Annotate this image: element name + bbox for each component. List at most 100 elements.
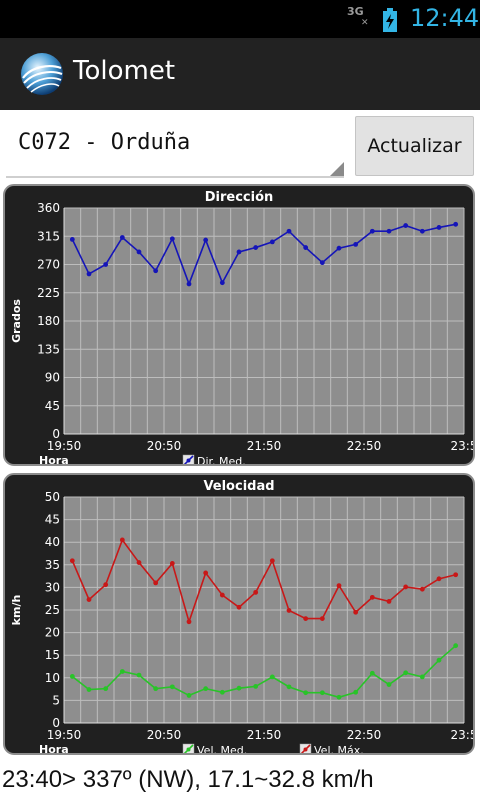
data-point bbox=[286, 684, 292, 690]
x-tick-label: 19:50 bbox=[47, 439, 82, 453]
data-point bbox=[236, 604, 242, 610]
speed-chart-panel: Velocidad 0 5 10 15 20 25 30 35 40 45 50 19:50 20:50 2… bbox=[3, 473, 475, 755]
data-point bbox=[386, 599, 392, 604]
data-point bbox=[169, 561, 175, 566]
series-line bbox=[71, 645, 457, 699]
no-signal-icon: ✕ bbox=[361, 18, 369, 28]
x-tick-label: 21:50 bbox=[247, 728, 282, 742]
y-tick-label: 5 bbox=[52, 693, 60, 707]
data-point bbox=[219, 592, 225, 598]
data-point bbox=[319, 616, 325, 621]
speed-chart: Velocidad 0 5 10 15 20 25 30 35 40 45 50 19:50 20:50 2… bbox=[10, 479, 473, 753]
data-point bbox=[169, 684, 175, 690]
data-point bbox=[69, 558, 75, 564]
data-point bbox=[103, 262, 109, 267]
data-point bbox=[269, 239, 275, 245]
data-point bbox=[269, 558, 275, 564]
globe-logo-icon[interactable] bbox=[20, 52, 64, 96]
data-point bbox=[436, 225, 442, 230]
data-point bbox=[303, 690, 309, 696]
data-point bbox=[336, 583, 342, 588]
data-point bbox=[453, 221, 459, 227]
data-point bbox=[403, 223, 409, 228]
data-point bbox=[353, 689, 359, 695]
data-point bbox=[236, 249, 242, 255]
y-tick-label: 360 bbox=[37, 201, 60, 215]
data-point bbox=[419, 586, 425, 592]
data-point bbox=[136, 560, 142, 565]
data-point bbox=[186, 693, 192, 698]
x-tick-label: 22:50 bbox=[347, 728, 382, 742]
data-point bbox=[186, 281, 192, 287]
latest-reading-summary: 23:40> 337º (NW), 17.1~32.8 km/h bbox=[2, 766, 374, 793]
chart-title: Velocidad bbox=[203, 479, 274, 494]
data-point bbox=[386, 228, 392, 234]
y-tick-label: 45 bbox=[45, 513, 60, 527]
data-point bbox=[319, 690, 325, 696]
data-point bbox=[403, 584, 409, 590]
y-tick-label: 30 bbox=[45, 580, 60, 594]
data-point bbox=[353, 242, 359, 247]
dropdown-arrow-icon bbox=[330, 162, 344, 176]
station-spinner[interactable]: C072 - Orduña bbox=[6, 116, 344, 178]
y-tick-label: 50 bbox=[45, 490, 60, 504]
y-tick-label: 270 bbox=[37, 258, 60, 272]
y-tick-label: 20 bbox=[45, 626, 60, 640]
data-point bbox=[253, 683, 259, 689]
data-point bbox=[303, 245, 309, 250]
data-point bbox=[86, 271, 92, 277]
app-title: Tolomet bbox=[73, 56, 176, 86]
data-point bbox=[453, 643, 459, 649]
x-tick-label: 20:50 bbox=[147, 728, 182, 742]
data-point bbox=[253, 245, 259, 250]
data-point bbox=[219, 689, 225, 695]
data-point bbox=[403, 670, 409, 676]
x-tick-label: 19:50 bbox=[47, 728, 82, 742]
legend-swatch-point bbox=[186, 747, 191, 752]
data-point bbox=[153, 580, 159, 586]
y-tick-label: 90 bbox=[45, 371, 60, 385]
data-point bbox=[453, 572, 459, 578]
data-point bbox=[69, 236, 75, 242]
y-tick-label: 35 bbox=[45, 558, 60, 572]
x-tick-label: 20:50 bbox=[147, 439, 182, 453]
data-point bbox=[153, 686, 159, 692]
y-axis-title: km/h bbox=[10, 595, 23, 626]
series-line bbox=[71, 223, 456, 287]
x-axis-title: Hora bbox=[39, 454, 69, 464]
y-axis-title: Grados bbox=[10, 299, 23, 343]
x-tick-label: 23:5 bbox=[451, 728, 473, 742]
x-tick-label: 21:50 bbox=[247, 439, 282, 453]
legend-swatch-point bbox=[186, 458, 191, 463]
data-point bbox=[119, 669, 125, 674]
y-tick-label: 0 bbox=[52, 716, 60, 730]
data-point bbox=[369, 594, 375, 600]
refresh-button[interactable]: Actualizar bbox=[355, 116, 474, 176]
x-axis-title: Hora bbox=[39, 743, 69, 753]
legend-label: Vel. Med. bbox=[197, 744, 247, 753]
y-tick-label: 10 bbox=[45, 671, 60, 685]
data-point bbox=[336, 694, 342, 700]
data-point bbox=[203, 237, 209, 243]
clock: 12:44 bbox=[410, 4, 480, 32]
data-point bbox=[69, 674, 75, 679]
status-bar: 3G ✕ 12:44 bbox=[0, 0, 480, 38]
x-tick-label: 23:5 bbox=[451, 439, 473, 453]
data-point bbox=[303, 616, 309, 621]
y-tick-label: 45 bbox=[45, 399, 60, 413]
data-point bbox=[369, 228, 375, 234]
y-tick-label: 225 bbox=[37, 286, 60, 300]
data-point bbox=[86, 687, 92, 692]
data-point bbox=[119, 537, 125, 543]
data-point bbox=[386, 682, 392, 687]
data-point bbox=[153, 268, 159, 274]
data-point bbox=[169, 236, 175, 242]
data-point bbox=[186, 619, 192, 625]
data-point bbox=[86, 597, 92, 603]
data-point bbox=[353, 609, 359, 615]
y-tick-label: 315 bbox=[37, 229, 60, 243]
legend-swatch-point bbox=[303, 747, 308, 752]
data-point bbox=[286, 228, 292, 234]
station-selected-value: C072 - Orduña bbox=[18, 130, 191, 155]
y-tick-label: 135 bbox=[37, 342, 60, 356]
